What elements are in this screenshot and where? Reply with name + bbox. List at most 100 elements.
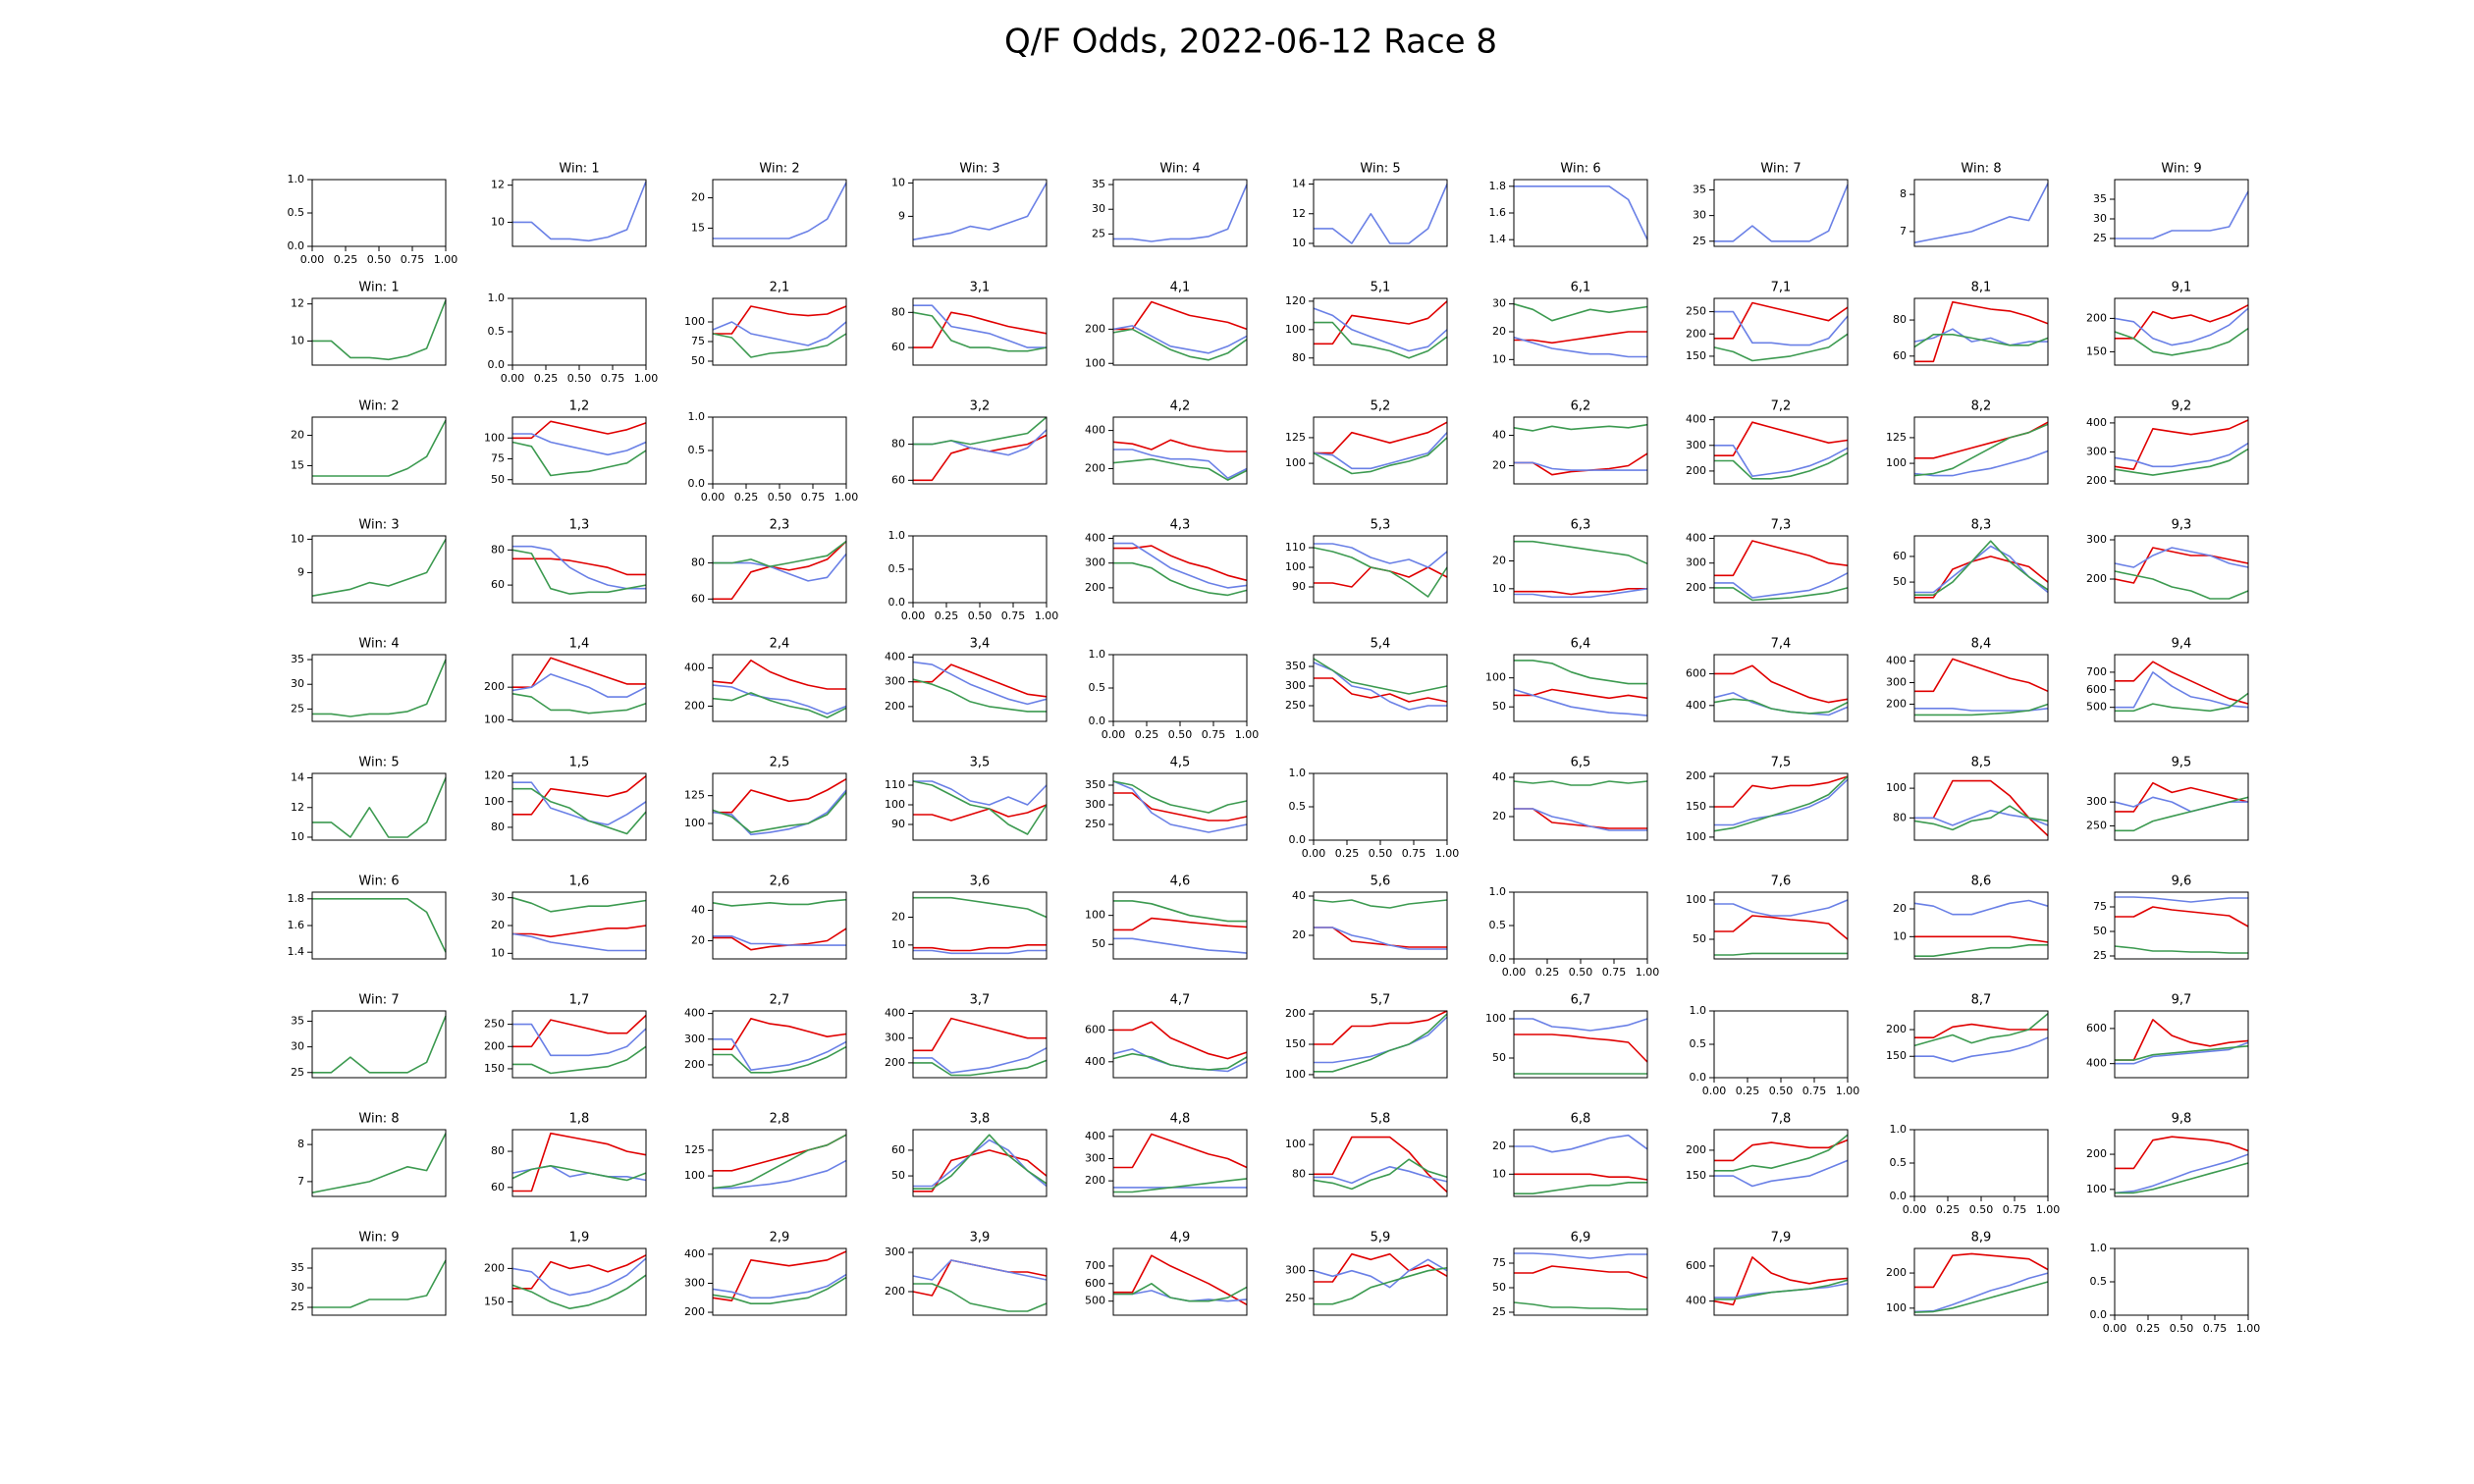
y-tick-label: 0.0 — [288, 239, 305, 252]
series-line — [713, 1045, 847, 1074]
subplot-title: 2,5 — [770, 756, 790, 770]
subplot-title: Win: 6 — [1560, 162, 1600, 177]
series-line — [913, 1059, 1048, 1077]
series-line — [913, 663, 1048, 698]
y-tick-label: 10 — [1492, 352, 1506, 365]
series-line — [1914, 540, 2049, 596]
y-tick-label: 200 — [1085, 461, 1105, 474]
subplot-title: 9,5 — [2172, 756, 2192, 770]
axes-frame — [912, 772, 1048, 841]
series-line — [913, 1283, 1048, 1312]
series-line — [1913, 334, 2049, 348]
y-tick-label: 60 — [491, 1181, 505, 1193]
series-line — [713, 540, 847, 567]
series-line — [713, 182, 847, 239]
y-tick-label: 25 — [2093, 949, 2107, 962]
x-tick-label: 0.00 — [501, 372, 525, 385]
axes-frame — [712, 891, 847, 960]
axes-frame — [511, 654, 647, 722]
y-tick-label: 300 — [684, 1276, 705, 1289]
subplot: 4,7 400 600 — [1085, 993, 1248, 1079]
subplot: 0.0 0.5 1.0 0.00 0.25 0.50 0.75 1.00 — [488, 292, 659, 385]
axes-frame — [1313, 1010, 1448, 1079]
axes-frame — [1313, 1129, 1448, 1197]
y-tick-label: 80 — [891, 438, 905, 450]
y-tick-label: 9 — [297, 565, 304, 578]
series-line — [1914, 1023, 2048, 1038]
series-line — [2115, 661, 2249, 705]
subplot: 3,8 50 60 — [891, 1112, 1048, 1197]
y-tick-label: 300 — [885, 1246, 905, 1258]
axes-frame — [511, 772, 647, 841]
y-tick-label: 200 — [1686, 464, 1706, 477]
subplot: 1,6 10 20 30 — [491, 874, 647, 960]
series-line — [512, 545, 646, 590]
subplot-title: Win: 1 — [559, 162, 599, 177]
y-tick-label: 500 — [1085, 1295, 1105, 1307]
y-tick-label: 1.4 — [1489, 233, 1507, 245]
series-line — [1914, 545, 2049, 594]
subplot: 0.0 0.5 1.0 0.00 0.25 0.50 0.75 1.00 — [2090, 1242, 2261, 1335]
subplot: 4,3 200 300 400 — [1085, 518, 1248, 604]
series-line — [2114, 945, 2248, 954]
series-line — [312, 419, 447, 477]
y-tick-label: 200 — [1085, 581, 1105, 594]
series-line — [1314, 927, 1447, 950]
x-tick-label: 0.00 — [2103, 1322, 2127, 1335]
y-tick-label: 300 — [2086, 795, 2107, 808]
y-tick-label: 400 — [684, 1247, 705, 1260]
y-tick-label: 10 — [291, 334, 304, 346]
subplot-title: Win: 6 — [358, 874, 399, 889]
y-tick-label: 35 — [291, 1261, 304, 1274]
series-line — [1112, 780, 1248, 814]
subplot-title: Win: 7 — [358, 993, 399, 1008]
subplot: 7,9 400 600 — [1686, 1231, 1849, 1316]
y-tick-label: 40 — [1492, 770, 1506, 783]
subplot: 8,1 60 80 — [1893, 281, 2049, 366]
series-line — [1913, 1013, 2049, 1047]
series-line — [1113, 184, 1248, 242]
subplot: 9,3 200 300 — [2086, 518, 2249, 604]
axes-frame — [311, 1129, 447, 1197]
x-tick-label: 0.50 — [1769, 1085, 1794, 1097]
series-line — [312, 777, 447, 838]
series-line — [1714, 952, 1848, 956]
axes-frame — [2114, 772, 2249, 841]
y-tick-label: 100 — [1285, 560, 1306, 573]
series-line — [511, 1165, 647, 1182]
subplot-title: Win: 1 — [358, 281, 399, 295]
subplot: 2,9 200 300 400 — [684, 1231, 847, 1318]
y-tick-label: 0.0 — [1289, 833, 1307, 846]
series-line — [1313, 662, 1447, 711]
series-line — [713, 553, 847, 582]
series-line — [913, 416, 1048, 446]
y-tick-label: 50 — [2093, 925, 2107, 937]
axes-frame — [912, 1247, 1048, 1316]
series-line — [1514, 688, 1648, 700]
series-line — [512, 433, 647, 456]
series-line — [712, 1276, 847, 1304]
axes-frame — [912, 654, 1048, 722]
y-tick-label: 20 — [691, 191, 705, 204]
y-tick-label: 400 — [684, 662, 705, 674]
series-line — [1514, 1182, 1647, 1194]
x-tick-label: 0.00 — [1302, 847, 1326, 860]
series-line — [1514, 660, 1647, 685]
y-tick-label: 250 — [1085, 818, 1105, 830]
y-tick-label: 80 — [1292, 1167, 1306, 1180]
y-tick-label: 150 — [1285, 1037, 1306, 1050]
y-tick-label: 0.0 — [1089, 715, 1106, 727]
y-tick-label: 20 — [891, 911, 905, 924]
y-tick-label: 20 — [691, 933, 705, 946]
x-tick-label: 0.00 — [701, 491, 726, 504]
axes-frame — [1913, 179, 2049, 247]
y-tick-label: 400 — [1886, 655, 1907, 667]
axes-frame — [1913, 1129, 2049, 1197]
subplot-title: 4,3 — [1170, 518, 1191, 533]
subplot: 7,8 150 200 — [1686, 1112, 1849, 1197]
series-line — [1714, 421, 1849, 456]
y-tick-label: 90 — [891, 818, 905, 830]
series-line — [2115, 190, 2249, 239]
subplot: 4,5 250 300 350 — [1085, 756, 1248, 841]
subplot: 2,3 60 80 — [691, 518, 847, 605]
